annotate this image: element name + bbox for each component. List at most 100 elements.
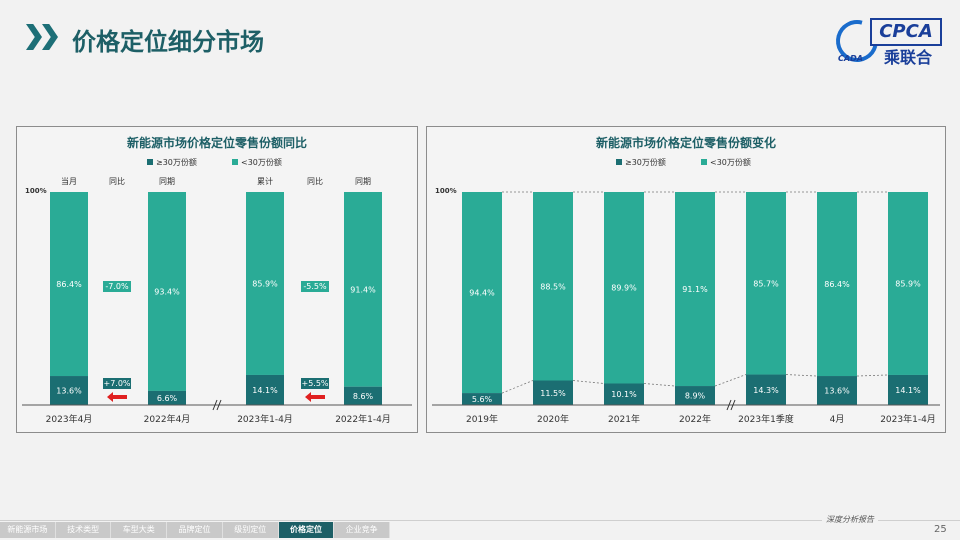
footer-nav-item[interactable]: 级别定位 — [222, 522, 279, 538]
bar-lt30 — [746, 192, 786, 375]
bar-lt30 — [888, 192, 928, 375]
bar-lt30 — [462, 192, 502, 394]
data-label-lt30: 85.9% — [895, 279, 921, 288]
legend-swatch-ge30 — [147, 159, 153, 165]
x-tick-label: 2023年4月 — [46, 413, 93, 425]
bar-ge30 — [148, 390, 186, 405]
bar-lt30 — [533, 192, 573, 381]
legend-swatch-ge30 — [616, 159, 622, 165]
data-label-ge30: 8.6% — [353, 392, 374, 401]
yoy-label-lt30: -7.0% — [105, 282, 129, 291]
x-tick-label: 2023年1-4月 — [880, 413, 936, 425]
bar-ge30 — [533, 380, 573, 405]
footer-nav-item[interactable]: 价格定位 — [278, 522, 335, 538]
footer-nav-item[interactable]: 企业竞争 — [334, 522, 391, 538]
data-label-lt30: 94.4% — [469, 289, 495, 298]
legend-label-ge30: ≥30万份额 — [156, 157, 197, 167]
footer-nav-item[interactable]: 新能源市场 — [0, 522, 56, 538]
bar-lt30 — [344, 192, 382, 387]
data-label-lt30: 91.4% — [350, 285, 376, 294]
bar-lt30 — [148, 192, 186, 391]
footer-line — [0, 520, 960, 521]
yoy-box-ge30 — [301, 378, 329, 389]
data-label-lt30: 89.9% — [611, 284, 637, 293]
logo-sub: 乘联合 — [884, 48, 933, 67]
column-header: 同比 — [307, 176, 323, 186]
x-tick-label: 2021年 — [608, 413, 640, 425]
cpca-logo: CPCA 乘联合 CADA — [828, 12, 942, 70]
red-arrow-icon — [305, 392, 325, 402]
bar-ge30 — [462, 393, 502, 405]
x-tick-label: 2019年 — [466, 413, 498, 425]
data-label-lt30: 85.9% — [252, 279, 278, 288]
yoy-label-ge30: +5.5% — [301, 379, 328, 388]
chart-panel-right: 新能源市场价格定位零售份额变化 ≥30万份额 <30万份额 100% 94.4% 5.6%… — [426, 126, 946, 433]
axis-break-mark — [730, 399, 736, 411]
data-label-ge30: 13.6% — [824, 387, 850, 396]
data-label-lt30: 91.1% — [682, 285, 708, 294]
yoy-box-lt30 — [301, 281, 329, 292]
axis-break-mark — [726, 399, 732, 411]
yoy-box-ge30 — [103, 378, 131, 389]
yoy-label-ge30: +7.0% — [103, 379, 130, 388]
legend-label-lt30: <30万份额 — [241, 157, 282, 167]
connector-line-ge30 — [501, 380, 534, 394]
legend-swatch-lt30 — [701, 159, 707, 165]
x-tick-label: 4月 — [830, 414, 845, 425]
data-label-ge30: 10.1% — [611, 390, 637, 399]
chart-right: 新能源市场价格定位零售份额变化 ≥30万份额 <30万份额 100% 94.4% 5.6%… — [432, 135, 940, 425]
connector-line-ge30 — [785, 374, 818, 377]
yoy-label-lt30: -5.5% — [303, 282, 327, 291]
logo-small: CADA — [838, 54, 863, 63]
connector-line-ge30 — [643, 383, 676, 387]
chart-title: 新能源市场价格定位零售份额同比 — [127, 135, 307, 150]
bar-ge30 — [344, 386, 382, 405]
column-header: 累计 — [257, 176, 273, 186]
bar-ge30 — [746, 374, 786, 405]
data-label-ge30: 14.3% — [753, 386, 779, 395]
chart-left: 新能源市场价格定位零售份额同比 ≥30万份额 <30万份额 100% 当月 同比 同期 累计 同… — [22, 135, 412, 425]
legend-label-ge30: ≥30万份额 — [625, 157, 666, 167]
chart-title: 新能源市场价格定位零售份额变化 — [596, 135, 776, 150]
y-axis-label: 100% — [25, 187, 47, 195]
bar-lt30 — [50, 192, 88, 377]
title-chevron-icon — [26, 24, 42, 50]
footer-text: 深度分析报告 — [822, 514, 878, 525]
column-header: 同期 — [159, 177, 175, 186]
bar-ge30 — [246, 374, 284, 405]
footer-nav-item[interactable]: 车型大类 — [111, 522, 168, 538]
footer-nav-item[interactable]: 品牌定位 — [167, 522, 223, 538]
legend-label-lt30: <30万份额 — [710, 157, 751, 167]
axis-break-mark — [216, 399, 222, 411]
x-tick-label: 2023年1季度 — [738, 413, 794, 425]
bar-lt30 — [675, 192, 715, 387]
connector-line-ge30 — [856, 374, 889, 377]
y-axis-label: 100% — [435, 187, 457, 195]
footer-nav-item[interactable]: 技术类型 — [55, 522, 112, 538]
bar-ge30 — [50, 376, 88, 405]
page-number: 25 — [934, 524, 947, 535]
bar-lt30 — [604, 192, 644, 384]
bar-lt30 — [246, 192, 284, 375]
data-label-ge30: 5.6% — [472, 395, 493, 404]
data-label-lt30: 85.7% — [753, 279, 779, 288]
axis-break-mark — [212, 399, 218, 411]
bar-ge30 — [604, 383, 644, 405]
column-header: 同比 — [109, 176, 125, 186]
connector-line-ge30 — [572, 380, 605, 384]
x-tick-label: 2022年 — [679, 413, 711, 425]
title-chevron-icon — [42, 24, 58, 50]
data-label-ge30: 8.9% — [685, 392, 706, 401]
data-label-ge30: 11.5% — [540, 389, 566, 398]
data-label-lt30: 86.4% — [824, 280, 850, 289]
data-label-lt30: 86.4% — [56, 280, 82, 289]
column-header: 当月 — [61, 176, 77, 186]
x-tick-label: 2022年1-4月 — [335, 413, 391, 425]
data-label-ge30: 14.1% — [895, 386, 921, 395]
chart-panel-left: 新能源市场价格定位零售份额同比 ≥30万份额 <30万份额 100% 当月 同比 同期 累计 同… — [16, 126, 418, 433]
data-label-ge30: 13.6% — [56, 387, 82, 396]
bar-ge30 — [888, 374, 928, 405]
bar-ge30 — [675, 386, 715, 405]
data-label-lt30: 88.5% — [540, 282, 566, 291]
logo-brand: CPCA — [870, 18, 942, 46]
